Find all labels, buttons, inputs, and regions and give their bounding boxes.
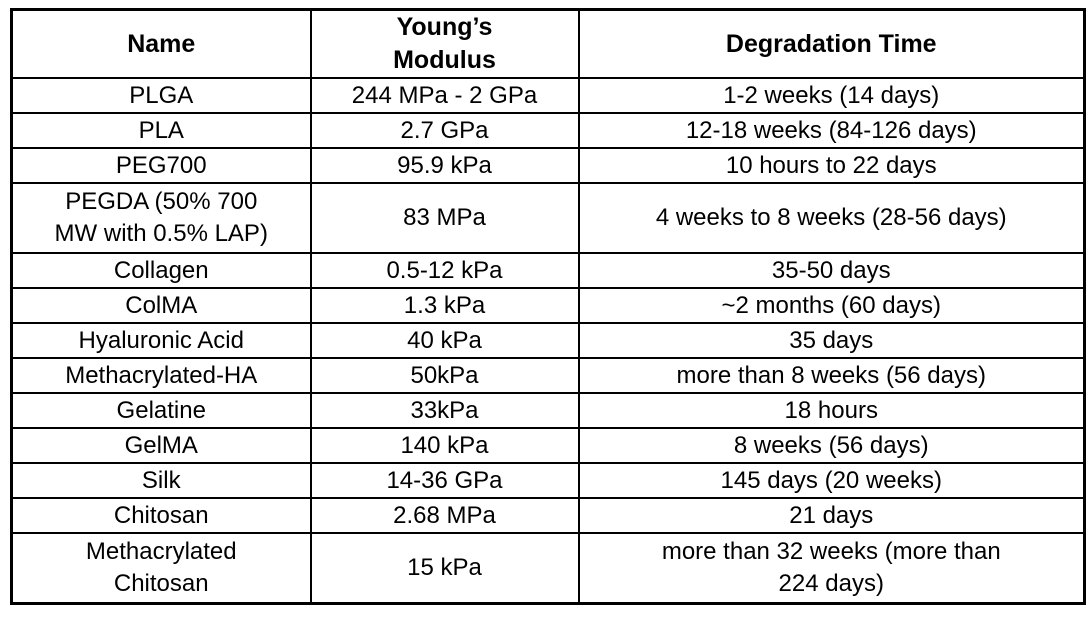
table-row: Chitosan 2.68 MPa 21 days	[10, 497, 1086, 534]
cell-name: Methacrylated-HA	[10, 357, 312, 394]
cell-modulus: 2.68 MPa	[309, 497, 580, 534]
table-row: PEG700 95.9 kPa 10 hours to 22 days	[10, 147, 1086, 184]
cell-modulus: 33kPa	[309, 392, 580, 429]
cell-name: PLA	[10, 112, 312, 149]
cell-degradation: 35-50 days	[577, 252, 1086, 289]
materials-table: Name Young’s Modulus Degradation Time PL…	[10, 8, 1086, 605]
cell-degradation: 35 days	[577, 322, 1086, 359]
table-row: Hyaluronic Acid 40 kPa 35 days	[10, 322, 1086, 359]
table-row: ColMA 1.3 kPa ~2 months (60 days)	[10, 287, 1086, 324]
table-row: PEGDA (50% 700 MW with 0.5% LAP) 83 MPa …	[10, 182, 1086, 254]
table-row: Collagen 0.5-12 kPa 35-50 days	[10, 252, 1086, 289]
cell-name: ColMA	[10, 287, 312, 324]
header-name: Name	[10, 8, 312, 79]
cell-degradation: 145 days (20 weeks)	[577, 462, 1086, 499]
cell-name: PEGDA (50% 700 MW with 0.5% LAP)	[10, 182, 312, 254]
cell-name: Collagen	[10, 252, 312, 289]
cell-degradation: 10 hours to 22 days	[577, 147, 1086, 184]
cell-modulus: 40 kPa	[309, 322, 580, 359]
cell-name: PEG700	[10, 147, 312, 184]
table-row: GelMA 140 kPa 8 weeks (56 days)	[10, 427, 1086, 464]
cell-modulus: 140 kPa	[309, 427, 580, 464]
cell-modulus: 83 MPa	[309, 182, 580, 254]
cell-modulus: 50kPa	[309, 357, 580, 394]
cell-degradation: 1-2 weeks (14 days)	[577, 77, 1086, 114]
cell-degradation: 21 days	[577, 497, 1086, 534]
table-row: PLA 2.7 GPa 12-18 weeks (84-126 days)	[10, 112, 1086, 149]
cell-name: Methacrylated Chitosan	[10, 532, 312, 604]
cell-modulus: 0.5-12 kPa	[309, 252, 580, 289]
cell-degradation: 12-18 weeks (84-126 days)	[577, 112, 1086, 149]
header-degradation-time: Degradation Time	[577, 8, 1086, 79]
cell-name: PLGA	[10, 77, 312, 114]
cell-degradation: more than 32 weeks (more than 224 days)	[577, 532, 1086, 604]
table-row: Gelatine 33kPa 18 hours	[10, 392, 1086, 429]
cell-degradation: 4 weeks to 8 weeks (28-56 days)	[577, 182, 1086, 254]
cell-modulus: 2.7 GPa	[309, 112, 580, 149]
cell-degradation: 8 weeks (56 days)	[577, 427, 1086, 464]
table-row: Methacrylated Chitosan 15 kPa more than …	[10, 532, 1086, 604]
cell-modulus: 14-36 GPa	[309, 462, 580, 499]
table-row: Silk 14-36 GPa 145 days (20 weeks)	[10, 462, 1086, 499]
header-youngs-modulus: Young’s Modulus	[309, 8, 580, 79]
table-row: Methacrylated-HA 50kPa more than 8 weeks…	[10, 357, 1086, 394]
cell-name: Hyaluronic Acid	[10, 322, 312, 359]
cell-modulus: 244 MPa - 2 GPa	[309, 77, 580, 114]
cell-name: GelMA	[10, 427, 312, 464]
cell-degradation: ~2 months (60 days)	[577, 287, 1086, 324]
cell-name: Chitosan	[10, 497, 312, 534]
header-row: Name Young’s Modulus Degradation Time	[10, 8, 1086, 79]
cell-degradation: more than 8 weeks (56 days)	[577, 357, 1086, 394]
cell-modulus: 1.3 kPa	[309, 287, 580, 324]
cell-modulus: 95.9 kPa	[309, 147, 580, 184]
cell-degradation: 18 hours	[577, 392, 1086, 429]
table-row: PLGA 244 MPa - 2 GPa 1-2 weeks (14 days)	[10, 77, 1086, 114]
cell-name: Gelatine	[10, 392, 312, 429]
cell-modulus: 15 kPa	[309, 532, 580, 604]
cell-name: Silk	[10, 462, 312, 499]
